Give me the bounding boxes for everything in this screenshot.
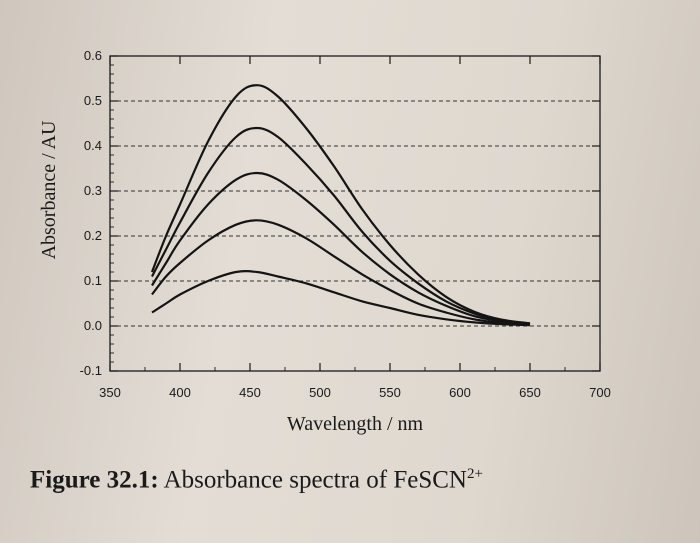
x-tick-label: 550 bbox=[379, 385, 401, 400]
caption-superscript: 2+ bbox=[466, 466, 483, 482]
caption-text: Absorbance spectra of FeSCN bbox=[163, 466, 467, 494]
figure-label: Figure 32.1: bbox=[30, 466, 159, 494]
y-tick-label: 0.6 bbox=[84, 48, 102, 63]
series-line-3 bbox=[151, 171, 531, 326]
x-tick-label: 600 bbox=[449, 385, 471, 400]
ticks bbox=[109, 55, 601, 372]
x-tick-label: 400 bbox=[169, 385, 191, 400]
series-line-5 bbox=[150, 84, 531, 325]
x-tick-label: 650 bbox=[519, 385, 541, 400]
x-tick-label: 450 bbox=[239, 385, 261, 400]
x-tick-label: 700 bbox=[589, 385, 611, 400]
x-axis-title: Wavelength / nm bbox=[287, 413, 424, 435]
y-tick-label: 0.5 bbox=[84, 93, 102, 108]
y-tick-label: 0.4 bbox=[84, 138, 102, 153]
series-line-1 bbox=[151, 270, 531, 327]
y-tick-label: -0.1 bbox=[80, 363, 102, 378]
series-line-2 bbox=[151, 219, 531, 326]
x-tick-label: 500 bbox=[309, 385, 331, 400]
absorbance-chart: -0.1 0.0 0.1 0.2 0.3 0.4 0.5 0.6 350 400 450 500 550… bbox=[38, 48, 611, 435]
y-tick-label: 0.3 bbox=[84, 183, 102, 198]
tick-labels: -0.1 0.0 0.1 0.2 0.3 0.4 0.5 0.6 350 400 450 500 550… bbox=[80, 48, 611, 400]
figure-caption: Figure 32.1: Absorbance spectra of FeSCN… bbox=[30, 466, 690, 494]
y-tick-label: 0.0 bbox=[84, 318, 102, 333]
y-axis-title: Absorbance / AU bbox=[38, 120, 60, 259]
x-tick-label: 350 bbox=[99, 385, 121, 400]
y-tick-label: 0.2 bbox=[84, 228, 102, 243]
grid bbox=[110, 100, 600, 327]
series bbox=[150, 84, 531, 327]
y-tick-label: 0.1 bbox=[84, 273, 102, 288]
series-line-4 bbox=[151, 126, 531, 325]
